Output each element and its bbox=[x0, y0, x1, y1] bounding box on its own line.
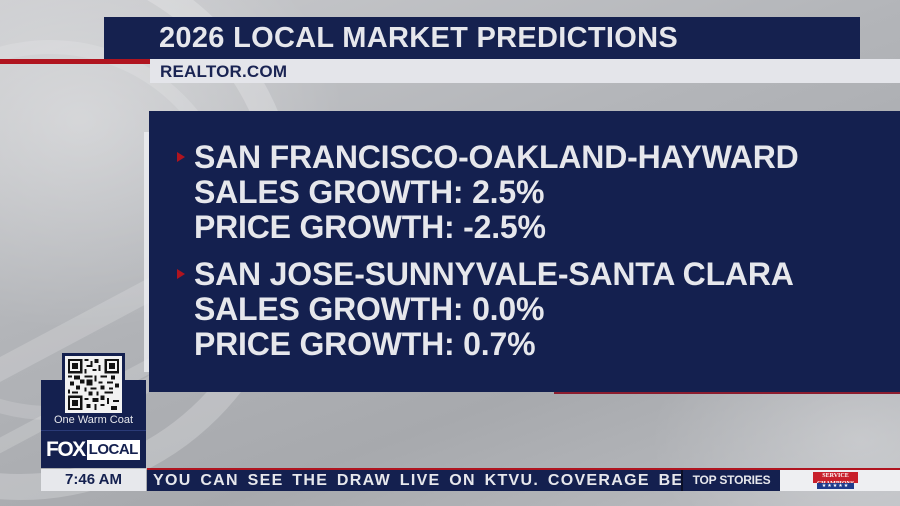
market-name: SAN JOSE-SUNNYVALE-SANTA CLARA bbox=[194, 256, 794, 292]
bug-divider bbox=[41, 430, 146, 431]
news-ticker: YOU CAN SEE THE DRAW LIVE ON KTVU. COVER… bbox=[147, 470, 681, 491]
triangle-bullet-icon bbox=[177, 152, 185, 162]
page-title: 2026 LOCAL MARKET PREDICTIONS bbox=[159, 22, 678, 54]
title-bar: 2026 LOCAL MARKET PREDICTIONS bbox=[104, 17, 860, 59]
logo-fox-text: FOX bbox=[46, 438, 86, 461]
qr-code-icon bbox=[68, 359, 119, 410]
red-accent-rule bbox=[0, 59, 150, 64]
qr-code[interactable] bbox=[65, 356, 122, 413]
sponsor-stars-icon: ★★★★★ bbox=[817, 483, 854, 489]
price-growth: PRICE GROWTH: 0.7% bbox=[194, 326, 536, 362]
market-predictions-panel: SAN FRANCISCO-OAKLAND-HAYWARD SALES GROW… bbox=[149, 111, 900, 392]
sponsor-name: SERVICE CHAMPIONS bbox=[813, 472, 858, 487]
price-growth: PRICE GROWTH: -2.5% bbox=[194, 209, 546, 245]
panel-red-edge bbox=[554, 392, 900, 394]
source-bar: REALTOR.COM bbox=[150, 59, 900, 83]
logo-local-text: LOCAL bbox=[86, 440, 140, 460]
market-name: SAN FRANCISCO-OAKLAND-HAYWARD bbox=[194, 139, 799, 175]
sponsor-logo: SERVICE CHAMPIONS ★★★★★ bbox=[813, 472, 858, 489]
sales-growth: SALES GROWTH: 0.0% bbox=[194, 291, 545, 327]
ticker-separator bbox=[681, 470, 683, 491]
qr-caption: One Warm Coat bbox=[53, 414, 134, 426]
triangle-bullet-icon bbox=[177, 269, 185, 279]
panel-edge bbox=[144, 132, 149, 372]
sales-growth: SALES GROWTH: 2.5% bbox=[194, 174, 545, 210]
fox-local-logo: FOX LOCAL bbox=[46, 438, 142, 462]
clock: 7:46 AM bbox=[41, 469, 146, 491]
top-stories-label: TOP STORIES bbox=[683, 470, 780, 491]
ticker-red-rule bbox=[147, 468, 900, 470]
ticker-text: YOU CAN SEE THE DRAW LIVE ON KTVU. COVER… bbox=[153, 472, 681, 489]
source-label: REALTOR.COM bbox=[160, 62, 288, 81]
